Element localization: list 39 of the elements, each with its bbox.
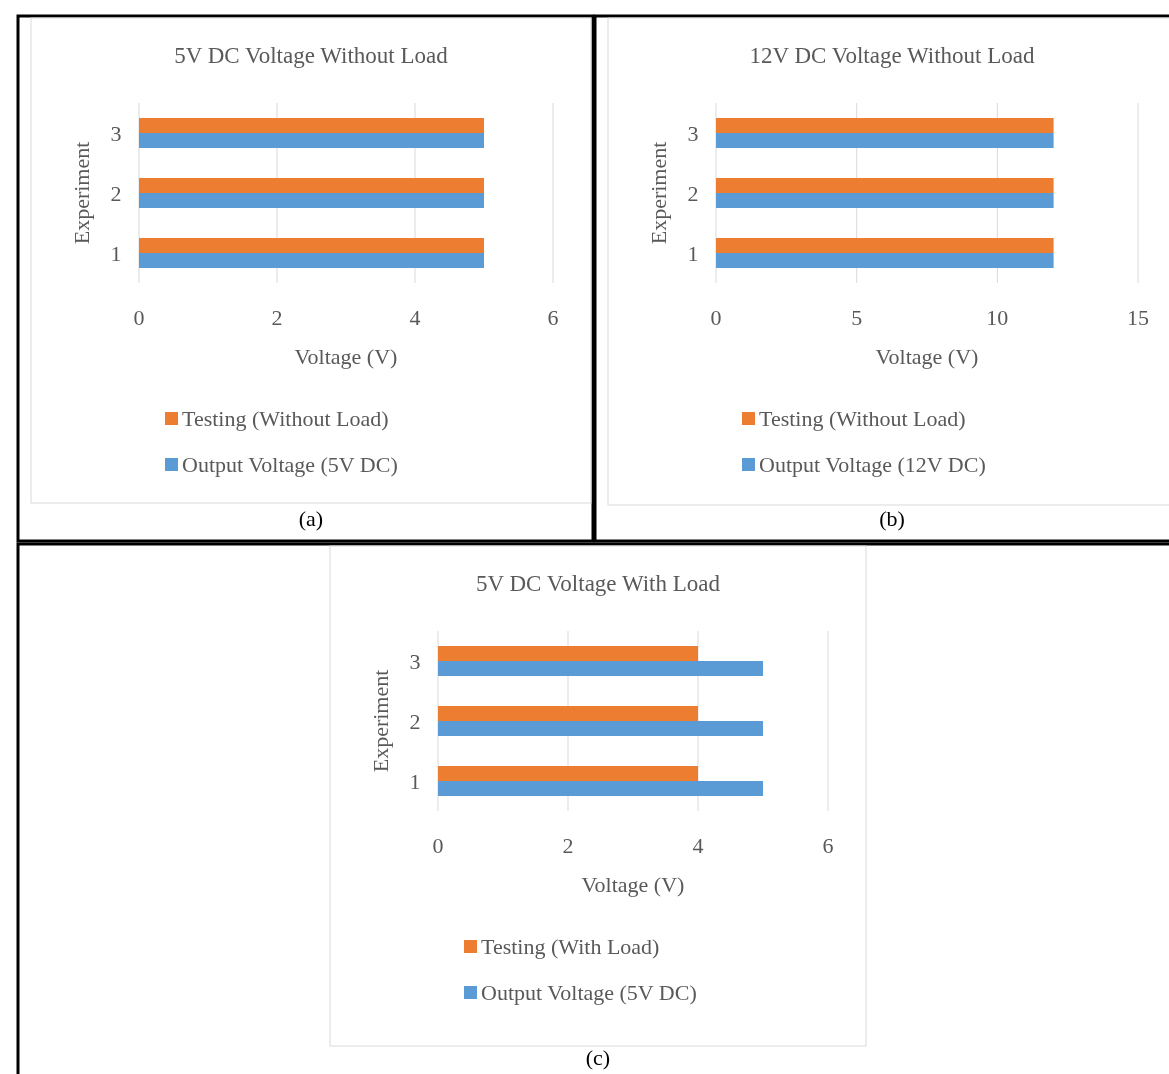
y-tick-label: 2 bbox=[409, 709, 421, 734]
chart-title: 12V DC Voltage Without Load bbox=[749, 43, 1035, 68]
y-tick-label: 2 bbox=[687, 181, 699, 206]
legend-label: Output Voltage (5V DC) bbox=[481, 980, 697, 1005]
x-axis-title: Voltage (V) bbox=[294, 344, 398, 369]
y-axis-title: Experiment bbox=[69, 141, 94, 245]
x-tick-label: 6 bbox=[547, 305, 559, 330]
text: (c) bbox=[585, 1045, 611, 1070]
legend-label: Testing (Without Load) bbox=[182, 406, 389, 431]
x-tick-label: 2 bbox=[562, 833, 574, 858]
x-tick-label: 15 bbox=[1127, 305, 1149, 330]
y-tick-label: 1 bbox=[687, 241, 699, 266]
chart-title: 5V DC Voltage With Load bbox=[476, 571, 721, 596]
x-axis-title: Voltage (V) bbox=[581, 872, 685, 897]
legend-label: Testing (Without Load) bbox=[759, 406, 966, 431]
x-tick-label: 5 bbox=[851, 305, 863, 330]
x-axis-title: Voltage (V) bbox=[875, 344, 979, 369]
x-tick-label: 6 bbox=[822, 833, 834, 858]
y-tick-label: 3 bbox=[687, 121, 699, 146]
chart-title: 5V DC Voltage Without Load bbox=[174, 43, 449, 68]
text: (a) bbox=[298, 506, 324, 531]
y-tick-label: 2 bbox=[110, 181, 122, 206]
x-tick-label: 0 bbox=[133, 305, 145, 330]
y-axis-title: Experiment bbox=[646, 141, 671, 245]
text: (b) bbox=[879, 506, 905, 531]
x-tick-label: 2 bbox=[271, 305, 283, 330]
y-tick-label: 1 bbox=[110, 241, 122, 266]
y-tick-label: 3 bbox=[110, 121, 122, 146]
legend-label: Testing (With Load) bbox=[481, 934, 660, 959]
x-tick-label: 10 bbox=[986, 305, 1009, 330]
x-tick-label: 4 bbox=[409, 305, 421, 330]
x-tick-label: 4 bbox=[692, 833, 704, 858]
legend-label: Output Voltage (12V DC) bbox=[759, 452, 986, 477]
y-tick-label: 1 bbox=[409, 769, 421, 794]
x-tick-label: 0 bbox=[710, 305, 722, 330]
x-tick-label: 0 bbox=[432, 833, 444, 858]
y-axis-title: Experiment bbox=[368, 669, 393, 773]
legend-label: Output Voltage (5V DC) bbox=[182, 452, 398, 477]
y-tick-label: 3 bbox=[409, 649, 421, 674]
